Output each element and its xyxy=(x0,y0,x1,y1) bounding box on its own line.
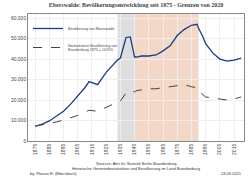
svg-text:1925: 1925 xyxy=(103,144,109,155)
svg-text:30.000: 30.000 xyxy=(11,76,27,82)
svg-text:Normalisierte Bevölkerung vonB: Normalisierte Bevölkerung vonBrandenburg… xyxy=(68,44,117,53)
svg-text:24.09.2021: 24.09.2021 xyxy=(221,171,242,176)
svg-text:0: 0 xyxy=(23,138,26,144)
svg-text:10.000: 10.000 xyxy=(11,117,27,123)
svg-text:40.000: 40.000 xyxy=(11,56,27,62)
svg-text:1965: 1965 xyxy=(160,144,166,155)
svg-text:20.000: 20.000 xyxy=(11,97,27,103)
svg-text:2015: 2015 xyxy=(231,144,237,155)
svg-text:1995: 1995 xyxy=(202,144,208,155)
svg-text:1935: 1935 xyxy=(117,144,123,155)
svg-text:Bevölkerung von Eberswalde: Bevölkerung von Eberswalde xyxy=(68,27,115,31)
svg-text:Eberswalde: Bevölkerungsentwic: Eberswalde: Bevölkerungsentwicklung seit… xyxy=(49,2,224,8)
svg-text:60.000: 60.000 xyxy=(11,15,27,21)
svg-text:Historische Gemeindestatistike: Historische Gemeindestatistiken und Bevö… xyxy=(72,166,200,171)
svg-text:Sources: Amt für Statistik Ber: Sources: Amt für Statistik Berlin-Brande… xyxy=(96,161,176,166)
svg-text:1955: 1955 xyxy=(145,144,151,155)
svg-text:1975: 1975 xyxy=(174,144,180,155)
svg-text:1905: 1905 xyxy=(74,144,80,155)
svg-text:1885: 1885 xyxy=(46,144,52,155)
svg-text:50.000: 50.000 xyxy=(11,35,27,41)
svg-text:2005: 2005 xyxy=(216,144,222,155)
svg-text:1985: 1985 xyxy=(188,144,194,155)
svg-text:1945: 1945 xyxy=(131,144,137,155)
svg-text:1875: 1875 xyxy=(32,144,38,155)
svg-text:1915: 1915 xyxy=(89,144,95,155)
svg-text:by: Florian H. (Ebersbach): by: Florian H. (Ebersbach) xyxy=(30,171,77,176)
svg-text:1895: 1895 xyxy=(60,144,66,155)
